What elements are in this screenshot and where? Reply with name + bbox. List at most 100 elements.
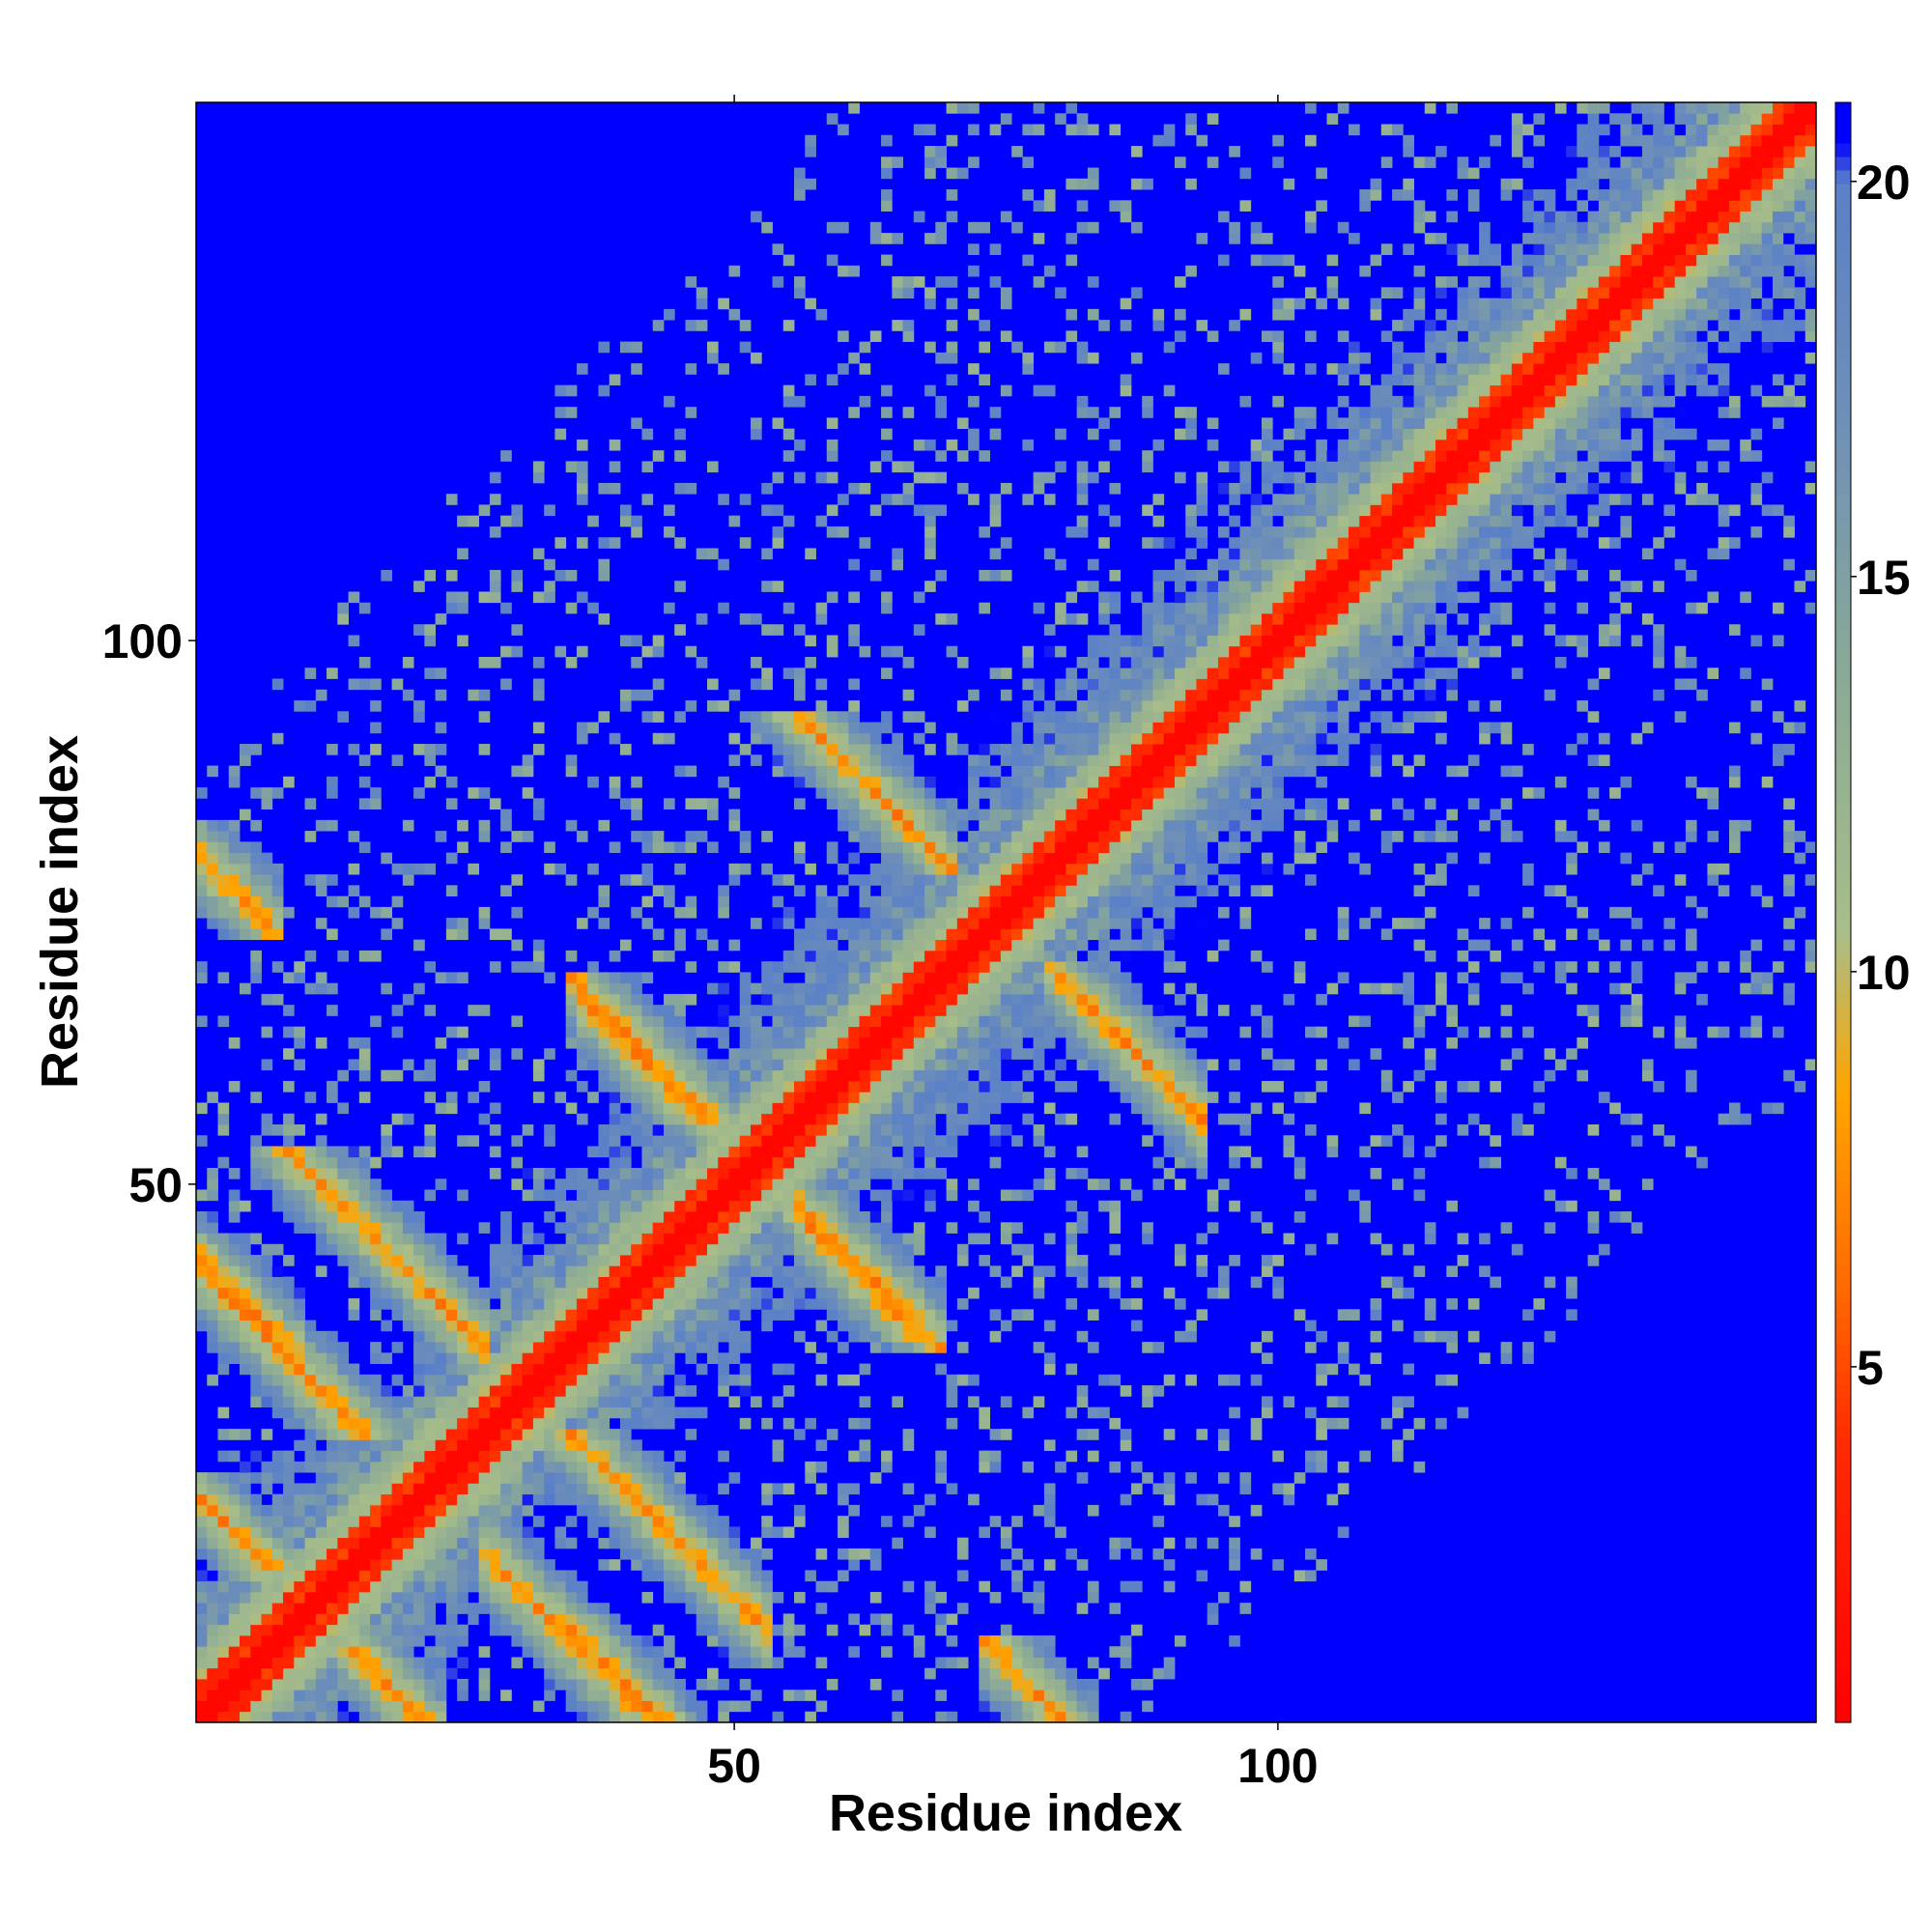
heatmap-cell — [946, 439, 958, 451]
heatmap-cell — [706, 1167, 719, 1179]
heatmap-cell — [881, 1243, 893, 1256]
heatmap-cell — [576, 1429, 588, 1440]
heatmap-cell — [1065, 776, 1078, 788]
heatmap-cell — [315, 1493, 327, 1506]
heatmap-cell — [728, 1113, 741, 1125]
heatmap-cell — [598, 558, 611, 571]
heatmap-cell — [761, 1298, 773, 1310]
heatmap-cell — [402, 1222, 414, 1234]
heatmap-cell — [805, 732, 816, 745]
heatmap-cell — [489, 1624, 501, 1636]
heatmap-cell — [1076, 982, 1089, 995]
heatmap-cell — [652, 1146, 665, 1158]
heatmap-cell — [544, 1472, 555, 1484]
heatmap-cell — [848, 1005, 860, 1016]
heatmap-cell — [902, 765, 915, 778]
heatmap-cell — [946, 863, 958, 875]
heatmap-cell — [1076, 1146, 1089, 1158]
heatmap-cell — [1076, 776, 1089, 788]
heatmap-cell — [1033, 982, 1045, 995]
heatmap-cell — [838, 1233, 849, 1245]
heatmap-cell — [413, 1222, 425, 1234]
heatmap-cell — [522, 1167, 534, 1179]
heatmap-cell — [468, 1548, 480, 1560]
heatmap-cell — [381, 1200, 392, 1212]
heatmap-cell — [196, 961, 208, 973]
heatmap-cell — [718, 298, 729, 310]
heatmap-cell — [1087, 657, 1099, 668]
heatmap-cell — [522, 1276, 534, 1289]
heatmap-cell — [207, 831, 218, 842]
heatmap-cell — [751, 657, 762, 668]
heatmap-cell — [468, 1429, 480, 1440]
heatmap-cell — [881, 156, 893, 168]
heatmap-cell — [892, 1080, 903, 1093]
heatmap-cell — [217, 1493, 230, 1506]
heatmap-cell — [391, 1580, 404, 1593]
heatmap-cell — [370, 1298, 382, 1310]
heatmap-cell — [663, 1211, 675, 1223]
heatmap-cell — [869, 1342, 882, 1353]
heatmap-cell — [772, 1059, 784, 1071]
heatmap-cell — [663, 1526, 675, 1539]
heatmap-cell — [838, 1265, 849, 1277]
heatmap-cell — [881, 428, 893, 440]
heatmap-cell — [652, 841, 665, 853]
heatmap-cell — [489, 1461, 501, 1473]
heatmap-cell — [1022, 961, 1035, 973]
heatmap-cell — [391, 1483, 404, 1495]
heatmap-cell — [751, 1080, 762, 1093]
heatmap-cell — [532, 1700, 545, 1713]
heatmap-cell — [728, 1570, 741, 1582]
heatmap-cell — [685, 1309, 697, 1321]
heatmap-cell — [902, 961, 915, 973]
heatmap-cell — [631, 1472, 642, 1484]
heatmap-cell — [772, 744, 784, 755]
heatmap-cell — [838, 363, 849, 375]
heatmap-cell — [1022, 1678, 1035, 1690]
heatmap-cell — [576, 1330, 588, 1343]
heatmap-cell — [663, 1537, 675, 1549]
heatmap-cell — [1076, 341, 1089, 354]
heatmap-cell — [881, 895, 893, 908]
heatmap-cell — [565, 1580, 578, 1593]
heatmap-cell — [315, 1657, 327, 1669]
heatmap-cell — [228, 1603, 241, 1614]
heatmap-cell — [946, 211, 958, 223]
heatmap-cell — [1011, 765, 1023, 778]
heatmap-cell — [609, 1233, 621, 1245]
heatmap-cell — [663, 1298, 675, 1310]
heatmap-cell — [435, 1537, 447, 1549]
heatmap-cell — [772, 1255, 784, 1266]
heatmap-cell — [609, 1396, 621, 1408]
heatmap-cell — [1065, 765, 1078, 778]
heatmap-cell — [609, 1537, 621, 1549]
heatmap-cell — [435, 831, 447, 842]
heatmap-cell — [1022, 1048, 1035, 1060]
heatmap-cell — [1022, 700, 1035, 712]
heatmap-cell — [609, 537, 621, 549]
heatmap-cell — [1000, 1396, 1012, 1408]
heatmap-cell — [805, 1255, 816, 1266]
heatmap-cell — [598, 1406, 611, 1419]
heatmap-cell — [565, 1690, 578, 1701]
heatmap-cell — [1011, 819, 1023, 832]
heatmap-cell — [445, 972, 458, 984]
heatmap-cell — [718, 1526, 729, 1539]
heatmap-cell — [751, 1548, 762, 1560]
heatmap-cell — [761, 1613, 773, 1626]
heatmap-cell — [391, 1493, 404, 1506]
heatmap-cell — [815, 885, 828, 897]
heatmap-cell — [946, 374, 958, 386]
heatmap-cell — [838, 722, 849, 734]
heatmap-cell — [1098, 950, 1110, 962]
heatmap-cell — [544, 1439, 555, 1452]
heatmap-cell — [706, 1135, 719, 1147]
heatmap-cell — [1055, 928, 1066, 941]
heatmap-cell — [652, 1417, 665, 1430]
heatmap-cell — [685, 1298, 697, 1310]
heatmap-cell — [935, 1309, 947, 1321]
heatmap-cell — [1098, 776, 1110, 788]
heatmap-cell — [663, 841, 675, 853]
heatmap-cell — [271, 1526, 284, 1539]
